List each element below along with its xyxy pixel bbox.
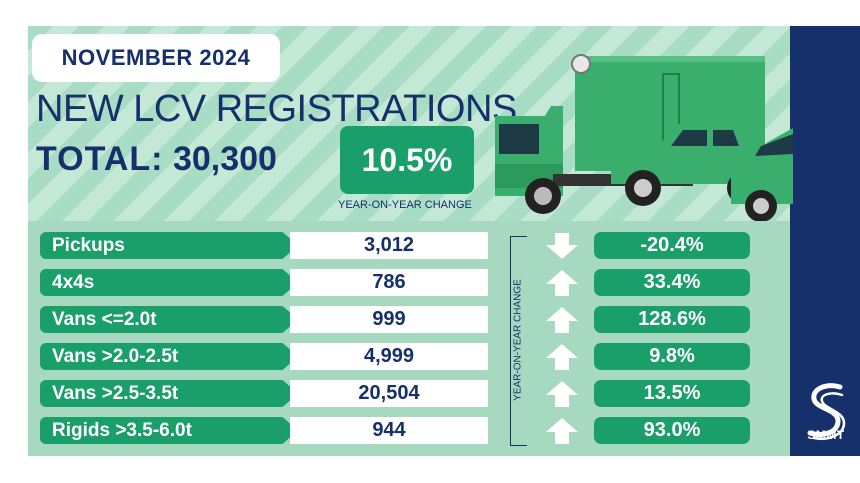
total-label: TOTAL: <box>36 140 164 178</box>
smmt-logo-icon <box>807 383 846 440</box>
row-label-vans-2-2.5t: Vans >2.0-2.5t <box>40 343 298 370</box>
headline-change-caption: YEAR-ON-YEAR CHANGE <box>338 199 472 211</box>
change-column-caption: YEAR-ON-YEAR CHANGE <box>512 275 524 405</box>
row-change-vans-2.5-3.5t: 13.5% <box>594 380 750 407</box>
row-value-vans-2-2.5t: 4,999 <box>290 343 488 370</box>
brand-name: SMMT <box>807 428 845 442</box>
headline-change-badge: 10.5% <box>340 126 474 194</box>
arrow-up-icon <box>546 307 578 333</box>
row-label-pickups: Pickups <box>40 232 298 259</box>
row-change-rigids: 93.0% <box>594 417 750 444</box>
arrow-down-icon <box>546 233 578 259</box>
arrow-up-icon <box>546 381 578 407</box>
row-value-vans-2t: 999 <box>290 306 488 333</box>
arrow-up-icon <box>546 344 578 370</box>
total-value: 30,300 <box>172 140 277 178</box>
row-change-pickups: -20.4% <box>594 232 750 259</box>
row-value-pickups: 3,012 <box>290 232 488 259</box>
row-label-4x4s: 4x4s <box>40 269 298 296</box>
row-change-4x4s: 33.4% <box>594 269 750 296</box>
month-label: NOVEMBER 2024 <box>32 34 280 82</box>
row-value-4x4s: 786 <box>290 269 488 296</box>
row-change-vans-2-2.5t: 9.8% <box>594 343 750 370</box>
row-change-vans-2t: 128.6% <box>594 306 750 333</box>
row-value-rigids: 944 <box>290 417 488 444</box>
row-label-rigids: Rigids >3.5-6.0t <box>40 417 298 444</box>
row-label-vans-2.5-3.5t: Vans >2.5-3.5t <box>40 380 298 407</box>
infographic-card: NOVEMBER 2024 NEW LCV REGISTRATIONS TOTA… <box>28 26 860 456</box>
arrow-up-icon <box>546 418 578 444</box>
vehicles-illustration <box>495 54 793 221</box>
table-background <box>28 221 790 456</box>
total-registrations: TOTAL: 30,300 <box>36 140 277 179</box>
change-bracket <box>510 236 527 446</box>
row-label-vans-2t: Vans <=2.0t <box>40 306 298 333</box>
page-title: NEW LCV REGISTRATIONS <box>36 88 517 130</box>
arrow-up-icon <box>546 270 578 296</box>
row-value-vans-2.5-3.5t: 20,504 <box>290 380 488 407</box>
van-icon <box>731 128 793 221</box>
